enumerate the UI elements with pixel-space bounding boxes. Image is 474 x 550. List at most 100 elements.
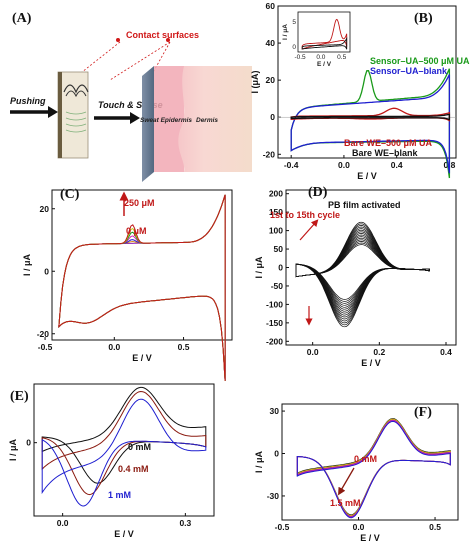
annotation-0um: 0 μM [126,226,147,236]
touch-sense-label: Touch & Sense [98,100,163,110]
touch-arrowhead-icon [130,112,140,124]
y-tick-label: 0 [270,112,275,122]
e-plot-frame [33,383,215,517]
x-tick-label: 0.0 [57,518,69,528]
x-tick-label: 0.3 [179,518,191,528]
sweat-epidermis-layer [154,66,184,172]
inset-y-tick-label: 5 [292,19,296,26]
pushing-label: Pushing [10,96,46,106]
dermis-label: Dermis [196,117,218,124]
x-axis-label: E / V [361,358,381,368]
legend-bare-we-blank: Bare WE–blank [352,148,419,158]
annotation-1-5mm: 1.5 mM [330,498,361,508]
annotation-250um: 250 μM [124,198,155,208]
y-tick-label: 20 [266,75,276,85]
x-tick-label: 0.2 [373,347,385,357]
panel-d-axes: 0.0 0.2 0.4 -200 -150 -100 -50 0 50 100 150 200 E / … [254,189,457,368]
panel-d-curves [295,221,430,328]
y-tick-label: 0 [44,266,49,276]
x-tick-label: 0.5 [429,522,441,532]
y-axis-label: I / μA [8,438,18,461]
sweat-epidermis-label: Sweat Epidermis [140,117,192,124]
y-axis-label: I / μA [254,256,264,279]
panel-e-axes: 0.0 0.3 0 E / V I / μA [8,383,215,539]
inset-black-curve [301,36,348,50]
c-plot-frame [51,189,233,341]
legend-bare-we-500: Bare WE–500 μM UA [344,138,433,148]
y-tick-label: -50 [271,281,284,291]
x-tick-label: 0.5 [178,342,190,352]
y-tick-label: 100 [269,226,283,236]
contact-surfaces-label: Contact surfaces [126,30,199,40]
d-cycle-15 [295,221,430,328]
y-tick-label: 50 [274,244,284,254]
x-tick-label: 0.4 [440,347,452,357]
y-tick-label: 150 [269,207,283,217]
panel-c-axes: -0.5 0.0 0.5 -20 0 20 E / V I / μA [22,189,233,363]
panel-b-curves [278,68,456,179]
panel-e: (E) 0.0 0.3 0 E / V I / μA 0 mM 0.4 mM 1 mM [8,383,215,539]
inset-x-tick-label: 0.0 [316,54,325,61]
panel-c-curves [58,194,226,381]
y-tick-label: 20 [40,204,50,214]
x-axis-label: E / V [357,171,377,181]
cycle-arrow-up-icon [299,219,319,241]
panel-d-title: PB film activated [328,200,401,210]
panel-b-inset: -0.5 0.0 0.5 0 5 E / V I / μA [282,11,351,68]
x-axis-label: E / V [360,533,380,543]
b-plot-frame [277,5,457,159]
y-tick-label: 0 [278,263,283,273]
panel-d-label: (D) [308,185,328,200]
f-plot-frame [281,403,459,521]
y-tick-label: 0 [26,438,31,448]
inset-x-tick-label: -0.5 [294,54,306,61]
b-series-2 [290,107,451,122]
f-series-0mm [296,418,451,516]
y-axis-label: I (μA) [250,70,260,93]
panel-c-label: (C) [60,187,80,202]
panel-f-axes: -0.5 0.0 0.5 -30 0 30 E / V I / μA [254,403,459,543]
x-tick-label: -0.4 [284,160,299,170]
inset-y-tick-label: 0 [292,44,296,51]
panel-c: (C) -0.5 0.0 0.5 -20 0 20 E / V I / μA 250 μM 0… [22,187,233,381]
x-axis-label: E / V [114,529,134,539]
x-axis-label: E / V [132,353,152,363]
sensor-electrode-icon [63,84,89,94]
panel-b-label: (B) [414,11,433,26]
d-cycle-14 [295,223,430,326]
b-series-3 [290,113,451,121]
y-tick-label: 0 [274,449,279,459]
inset-x-tick-label: 0.5 [337,54,346,61]
y-tick-label: -200 [266,336,283,346]
annotation-0mm: 0 mM [128,442,151,452]
panel-a-label: (A) [12,11,32,26]
y-tick-label: -20 [263,149,276,159]
sensor-electrode-inner-icon [65,90,87,98]
y-tick-label: 60 [266,1,276,11]
annotation-0mm-f: 0 mM [354,454,377,464]
inset-y-label: I / μA [282,24,289,40]
legend-sensor-ua-blank: Sensor–UA–blank [370,66,448,76]
x-tick-label: -0.5 [275,522,290,532]
panel-e-label: (E) [10,389,29,404]
x-tick-label: 0.4 [391,160,403,170]
legend-sensor-ua-500: Sensor–UA–500 μM UA [370,56,470,66]
x-tick-label: 0.0 [108,342,120,352]
y-tick-label: -20 [37,329,50,339]
panel-e-curves [41,386,207,507]
epidermis-edge [142,66,154,182]
panel-d-cycle-annotation: 1st to 15th cycle [270,210,340,220]
panel-f-label: (F) [414,405,432,420]
sensor-channels [65,111,87,133]
panel-a: (A) Contact surfaces Pushing Touch & Sen… [10,11,252,182]
sensor-backing [58,72,62,158]
f-series-1.5mm [296,420,451,519]
b-series-0 [290,68,451,179]
pushing-arrowhead-icon [48,106,58,118]
e-series-2 [41,398,207,507]
panel-f: (F) -0.5 0.0 0.5 -30 0 30 E / V I / μA 0 mM 1.5… [254,403,459,543]
x-tick-label: 0.0 [353,522,365,532]
y-tick-label: 40 [266,38,276,48]
y-tick-label: 200 [269,189,283,199]
b-series-1 [290,74,451,174]
